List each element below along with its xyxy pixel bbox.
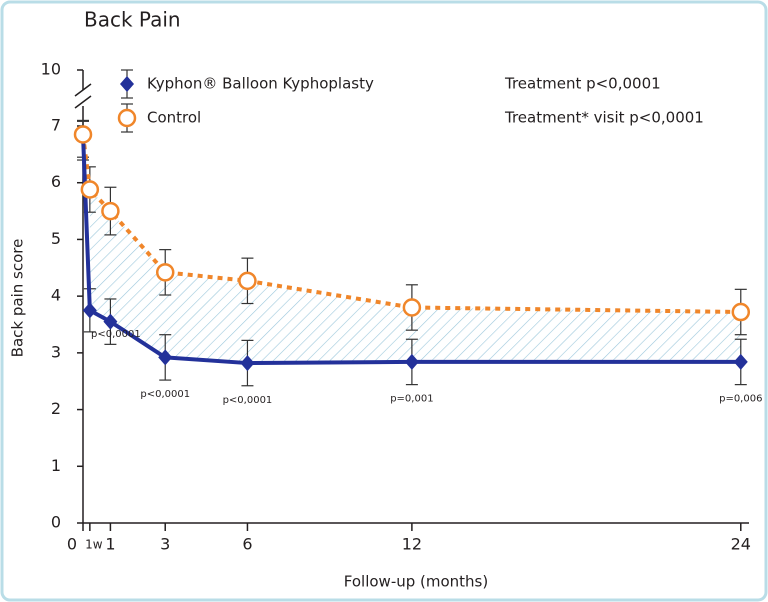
legend-label: Control [147, 109, 201, 127]
marker [240, 355, 255, 372]
marker [158, 349, 173, 366]
x-tick-label: 1 [105, 535, 115, 554]
marker [103, 313, 118, 330]
value-label: p<0,0001 [223, 395, 273, 406]
axis-break [74, 95, 92, 109]
y-tick-label: 0 [51, 513, 61, 532]
value-label: p<0,0001 [140, 389, 190, 400]
annotation: Treatment* visit p<0,0001 [504, 109, 704, 127]
marker [101, 201, 120, 221]
y-tick-label: 7 [51, 116, 61, 135]
x-tick-label: 3 [160, 535, 170, 554]
marker [402, 298, 422, 317]
x-tick-label: 0 [67, 535, 77, 554]
x-tick-label: 1w [85, 538, 103, 552]
difference-area [89, 189, 741, 364]
marker [73, 125, 93, 144]
legend-label: Kyphon® Balloon Kyphoplasty [147, 75, 374, 93]
x-tick-label: 6 [242, 535, 252, 554]
value-label: p=0,001 [390, 394, 433, 405]
axis-break [74, 83, 92, 97]
y-tick-label: 2 [51, 399, 61, 418]
x-axis-label: Follow-up (months) [344, 573, 488, 591]
marker [238, 271, 257, 291]
x-tick-label: 12 [402, 535, 422, 554]
y-tick-label: 6 [51, 172, 61, 191]
legend-marker [117, 108, 137, 128]
annotation: Treatment p<0,0001 [504, 75, 661, 93]
marker [404, 353, 419, 370]
y-axis-label: Back pain score [9, 239, 27, 358]
y-tick-label: 1 [51, 456, 61, 475]
marker [733, 353, 748, 370]
chart-title: Back Pain [84, 8, 181, 32]
marker [82, 302, 97, 319]
value-label: p=0,006 [719, 394, 762, 405]
marker [155, 263, 175, 282]
marker [731, 302, 751, 322]
marker [80, 180, 100, 199]
x-tick-label: 24 [731, 535, 751, 554]
y-tick-label: 3 [51, 342, 61, 361]
legend-marker [120, 76, 134, 92]
y-tick-label: 4 [51, 286, 61, 305]
y-tick-label: 10 [41, 60, 61, 79]
y-tick-label: 5 [51, 229, 61, 248]
value-label: p<0,0001 [91, 329, 141, 340]
